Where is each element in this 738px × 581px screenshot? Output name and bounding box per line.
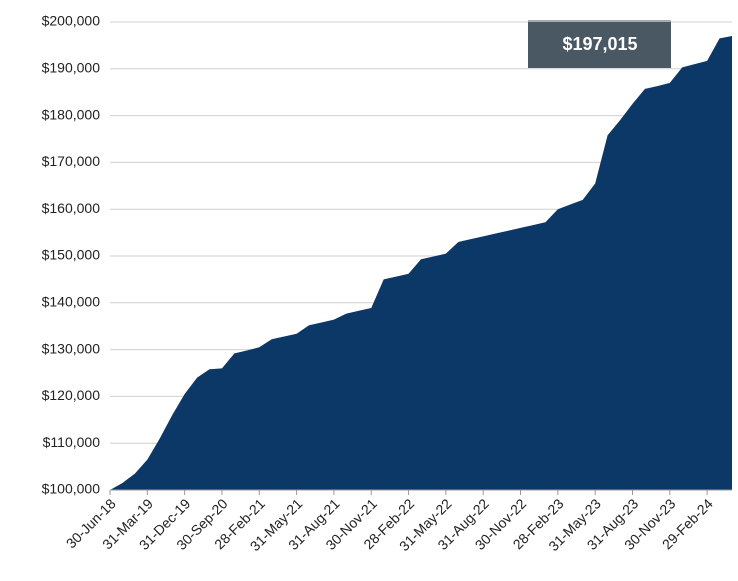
y-tick-label: $190,000	[42, 60, 101, 76]
y-tick-label: $200,000	[42, 13, 101, 29]
area	[110, 35, 732, 491]
y-tick-label: $180,000	[42, 106, 101, 122]
y-tick-label: $130,000	[42, 340, 101, 356]
annotation: $197,015	[562, 34, 637, 54]
y-tick-label: $120,000	[42, 387, 101, 403]
annotation-box	[528, 20, 671, 68]
y-tick-label: $170,000	[42, 153, 101, 169]
y-tick-label: $160,000	[42, 200, 101, 216]
y-tick-label: $110,000	[43, 434, 101, 450]
y-tick-label: $100,000	[42, 481, 101, 497]
y-tick-label: $140,000	[42, 294, 101, 310]
y-tick-label: $150,000	[42, 247, 101, 263]
